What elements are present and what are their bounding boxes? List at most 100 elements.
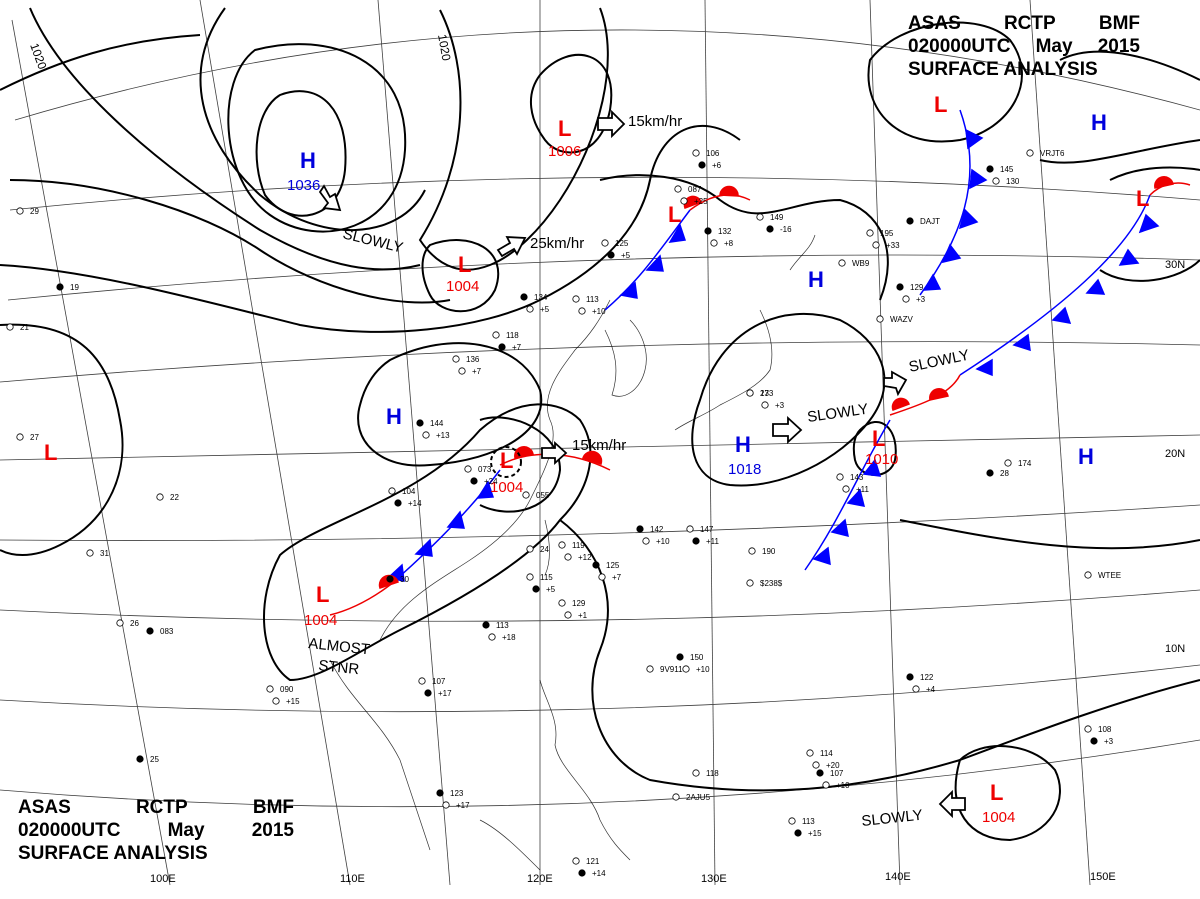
latitude-line [0,589,1200,622]
longitude-line [377,0,451,886]
station-circle-icon [680,197,688,205]
station-circle-icon [386,575,394,583]
station-circle-icon [646,665,654,673]
station-circle-icon [692,149,700,157]
cold-front-triangle [941,243,962,264]
station-value: 087 [688,185,702,194]
header-time: 020000UTC [908,36,1011,57]
station-value: 25 [150,755,159,764]
station-value: WTEE [1098,571,1121,580]
isobar [867,21,1023,143]
station-value: -16 [780,225,792,234]
station-circle-icon [674,185,682,193]
isobar [479,416,562,513]
header-title: SURFACE ANALYSIS [908,59,1098,80]
station-value: +10 [592,307,606,316]
station-value: 147 [700,525,714,534]
station-circle-icon [116,619,124,627]
latitude-label: 30N [1165,259,1185,271]
movement-arrows [318,109,966,819]
low-center-letter: L [934,92,947,117]
header-suffix: BMF [1098,13,1140,34]
station-circle-icon [746,579,754,587]
header-top-right: ASAS RCTP BMF 020000UTC May 2015 SURFACE… [908,12,1140,81]
station-circle-icon [498,343,506,351]
header-line-1: ASAS RCTP BMF [908,12,1140,35]
cold-front-triangle [846,488,866,507]
station-circle-icon [526,545,534,553]
cold-front-triangle [645,254,664,272]
stationary-label: STNR [318,657,361,678]
arrow-icon [597,109,626,139]
header-line-1: ASAS RCTP BMF [18,796,294,819]
station-circle-icon [272,697,280,705]
station-circle-icon [698,161,706,169]
station-value: DAJT [920,217,940,226]
station-value: 22 [170,493,179,502]
grid-labels: 100E 110E 120E 130E 140E 150E 30N 20N 10… [150,259,1185,885]
station-circle-icon [492,331,500,339]
station-value: 113 [802,817,815,826]
isobar [418,7,609,271]
station-circle-icon [756,213,764,221]
station-value: 107 [432,677,446,686]
coastline-indochina [329,659,431,851]
isobar [29,7,421,271]
station-value: +7 [612,573,622,582]
station-circle-icon [598,573,606,581]
coastline-taiwan [544,519,550,576]
high-center-letter: H [808,267,824,292]
station-value: 118 [506,331,519,340]
longitude-line [1029,0,1091,886]
low-center-letter: L [558,116,571,141]
longitude-label: 100E [150,873,176,885]
header-line-3: SURFACE ANALYSIS [18,842,294,865]
longitude-line [704,0,716,886]
station-value: 9V911 [660,665,683,674]
station-circle-icon [906,217,914,225]
station-circle-icon [838,259,846,267]
station-circle-icon [676,653,684,661]
latitude-label: 10N [1165,643,1185,655]
station-value: +18 [502,633,516,642]
station-value: +5 [546,585,556,594]
isobar [899,519,1200,550]
cold-front-line [959,194,1151,376]
station-circle-icon [16,433,24,441]
station-circle-icon [692,537,700,545]
station-value: 24 [540,545,549,554]
dashed-circle [490,446,522,478]
slowly-label: SLOWLY [861,807,924,830]
station-value: +6 [712,161,722,170]
station-circle-icon [607,251,615,259]
high-center-letter: H [1091,110,1107,135]
header-product-code: ASAS [18,797,71,818]
station-circle-icon [836,473,844,481]
coastline-borneo [479,819,541,871]
station-circle-icon [992,177,1000,185]
station-value: 195 [880,229,894,238]
pressure-centers: H 1036 L 1006 L 1004 L 1004 L 1004 L 101… [44,92,1149,826]
arrow-icon [938,789,966,819]
station-value: $238$ [760,579,783,588]
station-circle-icon [761,401,769,409]
warm-front-semicircle [719,185,739,197]
station-value: +25 [694,197,708,206]
isobars [0,7,1200,842]
station-value: 090 [280,685,294,694]
isobar [852,420,897,476]
cold-front-triangle [1085,278,1106,295]
header-suffix: BMF [252,797,294,818]
longitude-label: 110E [340,873,365,885]
station-circle-icon [592,561,600,569]
longitude-line [11,19,171,886]
station-value: +20 [826,761,840,770]
high-center-value: 1018 [728,461,761,478]
station-circle-icon [422,431,430,439]
station-value: +5 [540,305,550,314]
station-value: +10 [836,781,850,790]
high-center-value: 1036 [287,177,320,194]
station-value: +7 [512,343,522,352]
speed-label: 25km/hr [530,235,584,252]
cold-front-triangle [1012,333,1031,352]
